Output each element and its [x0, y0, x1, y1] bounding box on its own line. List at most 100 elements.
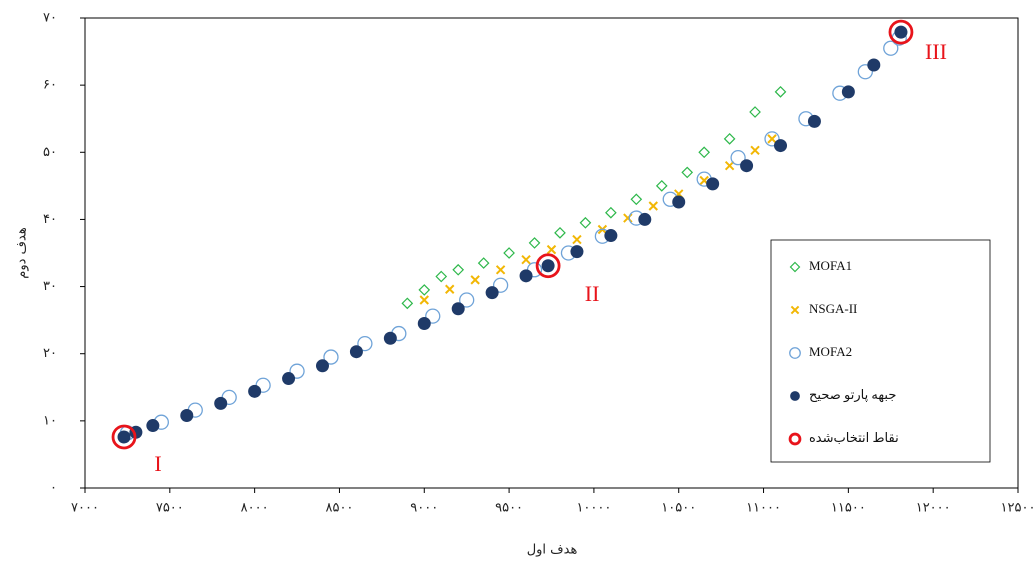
point	[323, 349, 339, 365]
point	[579, 216, 592, 229]
point	[630, 193, 643, 206]
x-tick-label: ۱۰۵۰۰	[661, 501, 696, 516]
point	[672, 195, 686, 209]
legend-marker	[788, 432, 802, 446]
x-tick-label: ۱۱۵۰۰	[831, 501, 866, 516]
point	[435, 270, 448, 283]
point	[111, 424, 137, 450]
y-axis-title: هدف دوم	[15, 227, 30, 279]
y-tick-label: ۱۰	[43, 413, 57, 428]
point	[774, 86, 787, 98]
point	[419, 295, 429, 305]
point	[883, 40, 899, 56]
point	[867, 58, 881, 72]
point	[349, 345, 363, 359]
x-tick-label: ۱۲۰۰۰	[916, 501, 951, 516]
legend-label: نقاط انتخاب‌شده	[809, 430, 899, 445]
point	[535, 253, 561, 279]
point	[724, 161, 735, 171]
x-tick-label: ۸۵۰۰	[325, 501, 353, 516]
x-tick-label: ۱۰۰۰۰	[576, 501, 611, 516]
point	[655, 180, 668, 192]
point	[764, 131, 780, 147]
y-tick-label: ۲۰	[43, 346, 57, 361]
point	[888, 19, 914, 45]
legend-marker	[790, 391, 800, 401]
point	[698, 146, 711, 159]
point	[180, 408, 194, 422]
legend-marker	[789, 261, 801, 273]
point	[452, 263, 465, 276]
point	[572, 234, 582, 245]
point	[521, 255, 531, 265]
y-tick-label: ۷۰	[43, 11, 57, 26]
point	[623, 213, 633, 223]
legend-marker	[789, 347, 801, 359]
point	[519, 269, 533, 283]
point	[248, 384, 262, 398]
point	[894, 25, 908, 39]
point	[451, 302, 465, 316]
point	[425, 308, 441, 324]
point	[214, 396, 228, 410]
point	[417, 317, 431, 330]
point	[857, 64, 873, 80]
point	[289, 363, 305, 379]
y-tick-label: ۶۰	[43, 78, 57, 93]
point	[495, 265, 506, 275]
point	[807, 114, 821, 128]
legend-label: MOFA1	[809, 258, 852, 273]
point	[605, 206, 617, 219]
x-tick-label: ۹۰۰۰	[410, 501, 438, 516]
legend-label: MOFA2	[809, 344, 852, 359]
x-tick-label: ۱۱۰۰۰	[746, 501, 781, 516]
point	[570, 245, 584, 259]
x-tick-label: ۸۰۰۰	[241, 501, 269, 516]
point	[648, 201, 658, 211]
point	[750, 145, 760, 155]
x-axis-title: هدف اول	[527, 543, 578, 558]
point	[117, 430, 131, 444]
point	[459, 292, 475, 308]
y-tick-label: ۰	[50, 481, 57, 496]
point	[841, 85, 855, 99]
y-tick-label: ۳۰	[43, 279, 57, 294]
point	[445, 284, 455, 294]
point	[604, 229, 618, 243]
point	[503, 247, 515, 259]
point	[470, 275, 480, 285]
point	[749, 106, 761, 118]
annotation: II	[585, 281, 600, 306]
point	[282, 372, 296, 386]
point	[477, 257, 490, 269]
plot-frame	[84, 17, 1019, 489]
x-tick-label: ۷۵۰۰	[156, 501, 184, 516]
point	[681, 166, 694, 179]
point	[492, 277, 509, 293]
point	[706, 177, 720, 191]
point	[485, 286, 499, 300]
x-tick-label: ۷۰۰۰	[71, 501, 99, 516]
annotation: I	[154, 451, 161, 476]
point	[541, 259, 555, 273]
point	[723, 133, 736, 145]
point	[383, 331, 397, 345]
legend-marker	[790, 305, 800, 315]
legend-label: NSGA-II	[809, 301, 857, 316]
point	[554, 227, 566, 239]
legend-box	[770, 239, 991, 463]
point	[774, 139, 788, 153]
point	[638, 212, 652, 226]
point	[730, 150, 746, 166]
point	[401, 297, 414, 310]
point	[357, 335, 373, 352]
x-tick-label: ۱۲۵۰۰	[1001, 501, 1036, 516]
point	[546, 244, 557, 255]
annotation: III	[925, 39, 947, 64]
y-tick-label: ۴۰	[43, 212, 57, 227]
y-tick-label: ۵۰	[43, 145, 57, 160]
point	[315, 359, 329, 373]
point	[740, 159, 754, 173]
legend-label: جبهه پارتو صحیح	[809, 387, 896, 403]
